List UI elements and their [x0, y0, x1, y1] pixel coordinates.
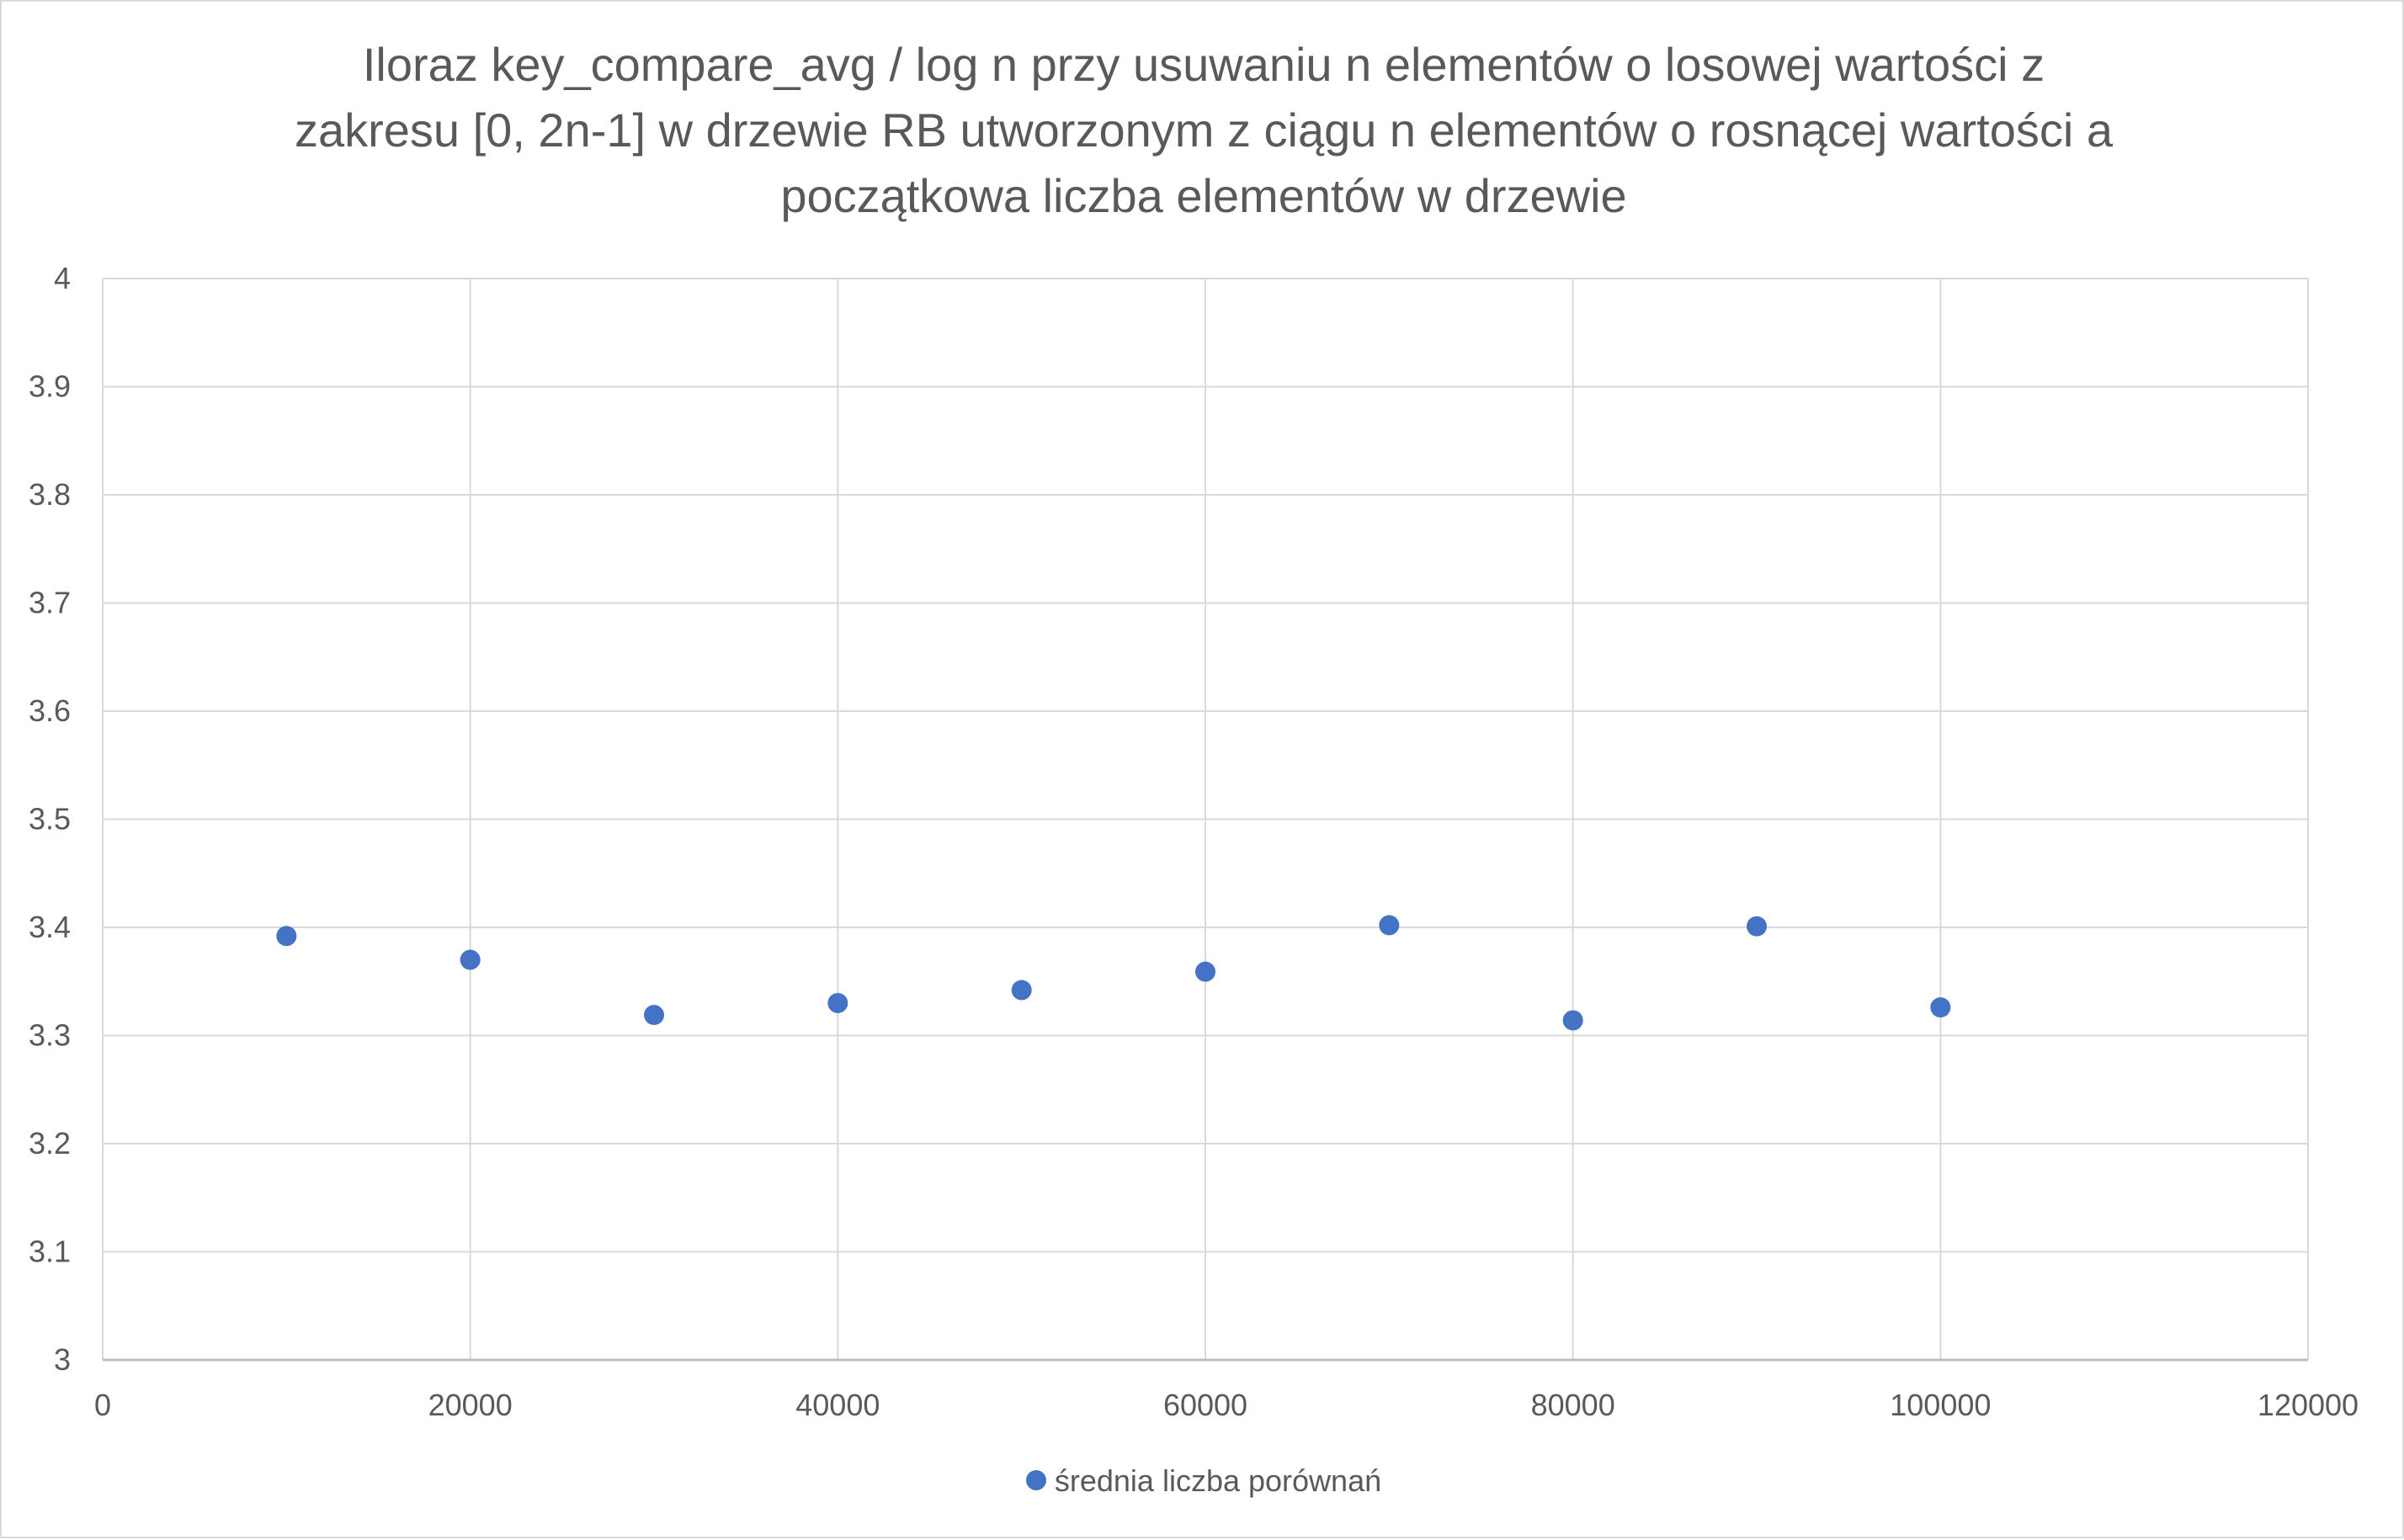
y-tick-label: 3.8 [29, 477, 71, 512]
tick-label-layer: 3 3.1 3.2 3.3 3.4 3.5 3.6 3.7 3.8 3.9 4 0 20000 40000… [29, 261, 2359, 1422]
chart-title-line-1: Iloraz key_compare_avg / log n przy usuw… [362, 38, 2045, 91]
data-point [276, 926, 297, 947]
x-tick-label: 100000 [1890, 1388, 1991, 1422]
chart-title: Iloraz key_compare_avg / log n przy usuw… [86, 32, 2322, 229]
chart-title-line-3: początkowa liczba elementów w drzewie [780, 169, 1627, 222]
legend: średnia liczba porównań [2, 1463, 2404, 1500]
data-point [644, 1005, 664, 1026]
y-tick-label: 4 [54, 261, 71, 295]
x-tick-label: 20000 [428, 1388, 513, 1422]
y-tick-label: 3.5 [29, 802, 71, 836]
y-tick-label: 3.6 [29, 693, 71, 728]
data-point [1747, 916, 1767, 937]
legend-marker-icon [1025, 1470, 1046, 1491]
x-tick-label: 80000 [1531, 1388, 1615, 1422]
x-tick-label: 120000 [2258, 1388, 2359, 1422]
y-tick-label: 3.9 [29, 369, 71, 404]
chart-title-line-2: zakresu [0, 2n-1] w drzewie RB utworzony… [294, 104, 2114, 157]
data-point [1930, 997, 1951, 1018]
x-tick-label: 40000 [795, 1388, 880, 1422]
data-point [460, 949, 481, 970]
y-tick-label: 3 [54, 1342, 71, 1377]
data-point [1011, 980, 1032, 1001]
data-point [1195, 961, 1215, 982]
data-point [1562, 1010, 1583, 1031]
x-tick-label: 60000 [1163, 1388, 1247, 1422]
data-point [827, 992, 848, 1013]
y-tick-label: 3.7 [29, 586, 71, 620]
data-point-layer [276, 915, 1951, 1031]
legend-label: średnia liczba porównań [1054, 1463, 1382, 1498]
y-tick-label: 3.3 [29, 1018, 71, 1053]
data-point [1379, 915, 1400, 936]
x-tick-label: 0 [94, 1388, 111, 1422]
y-tick-label: 3.4 [29, 910, 71, 944]
y-tick-label: 3.2 [29, 1126, 71, 1160]
y-tick-label: 3.1 [29, 1235, 71, 1269]
grid-layer [102, 278, 2309, 1360]
